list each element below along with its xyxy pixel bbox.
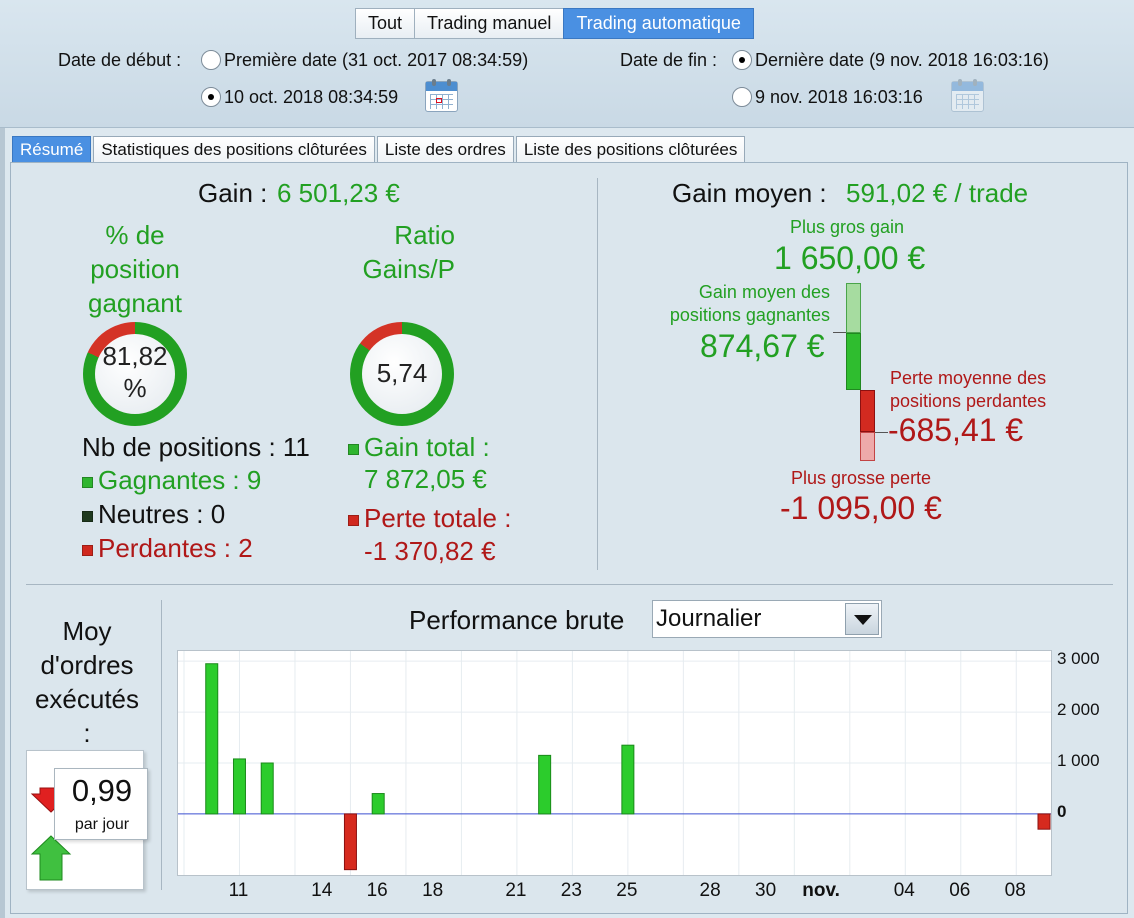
max-loss-bar xyxy=(860,432,875,461)
filter-all-button[interactable]: Tout xyxy=(355,8,416,39)
x-tick-label: 06 xyxy=(949,880,971,901)
win-pct-value: 81,82 % xyxy=(102,341,168,403)
y-tick-label: 2 000 xyxy=(1057,700,1100,720)
ratio-title: Ratio Gains/P xyxy=(362,220,456,284)
avg-gain-value: 591,02 € / trade xyxy=(846,178,1029,208)
end-date-label: Date de fin : xyxy=(620,50,718,70)
nb-positions: Nb de positions : 11 xyxy=(82,432,310,462)
avg-loss-pointer xyxy=(875,432,888,433)
biggest-gain-value: 1 650,00 € xyxy=(774,240,926,276)
total-gain-icon xyxy=(348,443,359,455)
view-tabs: Résumé Statistiques des positions clôtur… xyxy=(12,136,747,162)
x-tick-label: 08 xyxy=(1004,880,1026,901)
total-gain-label: Gain total : xyxy=(348,432,490,463)
total-loss-label: Perte totale : xyxy=(348,503,511,534)
x-tick-label: 21 xyxy=(505,880,527,901)
avg-loss-bar xyxy=(860,390,875,432)
tab-resume[interactable]: Résumé xyxy=(12,136,92,162)
chevron-down-icon[interactable] xyxy=(845,603,879,635)
x-tick-label: 18 xyxy=(422,880,444,901)
biggest-loss-value: -1 095,00 € xyxy=(780,490,942,526)
gain-bar xyxy=(260,762,274,815)
x-tick-label: 25 xyxy=(616,880,638,901)
window-edge xyxy=(0,0,5,918)
x-tick-label: 11 xyxy=(228,880,249,901)
ratio-value: 5,74 xyxy=(376,358,428,388)
neutral-legend-icon xyxy=(82,510,93,522)
period-select[interactable]: Journalier xyxy=(652,600,882,638)
x-tick-label: 30 xyxy=(755,880,777,901)
avg-win-bar xyxy=(846,333,861,390)
tab-closed-positions-stats[interactable]: Statistiques des positions clôturées xyxy=(93,136,375,162)
avg-gain-label: Gain moyen : xyxy=(672,178,827,208)
neutral-count: Neutres : 0 xyxy=(82,499,225,530)
start-first-date-label[interactable]: Première date (31 oct. 2017 08:34:59) xyxy=(224,50,529,70)
total-loss-icon xyxy=(348,514,359,526)
start-custom-date-value[interactable]: 10 oct. 2018 08:34:59 xyxy=(224,87,399,107)
biggest-gain-label: Plus gros gain xyxy=(790,217,905,237)
avg-win-pointer xyxy=(833,332,846,333)
end-calendar-icon[interactable] xyxy=(951,79,984,112)
orders-title: Moy d'ordres exécutés : xyxy=(34,616,140,748)
y-tick-label: 3 000 xyxy=(1057,649,1100,669)
start-first-date-radio[interactable] xyxy=(201,50,221,70)
x-tick-label: 28 xyxy=(699,880,721,901)
gain-bar xyxy=(538,754,552,815)
gain-value: 6 501,23 € xyxy=(277,178,400,208)
gain-bar xyxy=(371,793,385,815)
loss-bar xyxy=(343,813,357,871)
date-filter-header: Tout Trading manuel Trading automatique Da… xyxy=(0,0,1134,128)
x-tick-label: 04 xyxy=(893,880,915,901)
avg-win-label: Gain moyen des positions gagnantes xyxy=(669,282,830,325)
x-tick-label: 23 xyxy=(560,880,582,901)
x-tick-label: 14 xyxy=(311,880,333,901)
performance-divider xyxy=(161,600,162,890)
gain-bar xyxy=(232,758,246,815)
end-custom-date-radio[interactable] xyxy=(732,87,752,107)
losers-count: Perdantes : 2 xyxy=(82,533,253,564)
gain-label: Gain : xyxy=(198,178,268,208)
summary-divider xyxy=(597,178,598,570)
filter-auto-button[interactable]: Trading automatique xyxy=(563,8,754,39)
x-tick-label: nov. xyxy=(802,880,840,901)
y-tick-label: 1 000 xyxy=(1057,751,1100,770)
losers-legend-icon xyxy=(82,544,93,556)
trading-type-filter: Tout Trading manuel Trading automatique xyxy=(355,8,754,39)
avg-loss-value: -685,41 € xyxy=(888,412,1024,448)
loss-bar xyxy=(1037,813,1051,830)
end-custom-date-value[interactable]: 9 nov. 2018 16:03:16 xyxy=(755,87,923,107)
winners-count: Gagnantes : 9 xyxy=(82,465,261,496)
win-pct-donut xyxy=(83,322,187,426)
gain-bar xyxy=(621,744,635,815)
x-tick-label: 16 xyxy=(366,880,388,901)
orders-per-day-unit: par jour xyxy=(74,816,130,833)
avg-win-value: 874,67 € xyxy=(700,328,825,364)
orders-value-box: 0,99 par jour xyxy=(54,768,148,840)
section-divider xyxy=(26,584,1113,585)
max-gain-bar xyxy=(846,283,861,333)
end-last-date-radio[interactable] xyxy=(732,50,752,70)
ratio-donut xyxy=(350,322,454,426)
performance-chart-plot xyxy=(178,651,1051,875)
period-select-value: Journalier xyxy=(656,605,762,632)
start-custom-date-radio[interactable] xyxy=(201,87,221,107)
end-last-date-label[interactable]: Dernière date (9 nov. 2018 16:03:16) xyxy=(755,50,1049,70)
total-loss-value: -1 370,82 € xyxy=(364,536,496,566)
performance-chart xyxy=(177,650,1052,876)
filter-manual-button[interactable]: Trading manuel xyxy=(414,8,565,39)
avg-loss-label: Perte moyenne des positions perdantes xyxy=(890,368,1047,411)
biggest-loss-label: Plus grosse perte xyxy=(791,468,932,488)
tab-orders-list[interactable]: Liste des ordres xyxy=(376,136,514,162)
gain-bar xyxy=(205,663,219,815)
y-tick-label: 0 xyxy=(1057,801,1067,821)
total-gain-value: 7 872,05 € xyxy=(364,464,487,494)
win-pct-title: % de position gagnant xyxy=(88,220,182,318)
performance-title: Performance brute xyxy=(409,605,625,635)
start-date-label: Date de début : xyxy=(58,50,182,70)
winners-legend-icon xyxy=(82,476,93,488)
start-calendar-icon[interactable] xyxy=(425,79,458,112)
tab-closed-positions-list[interactable]: Liste des positions clôturées xyxy=(515,136,746,162)
orders-per-day-value: 0,99 xyxy=(71,773,133,808)
